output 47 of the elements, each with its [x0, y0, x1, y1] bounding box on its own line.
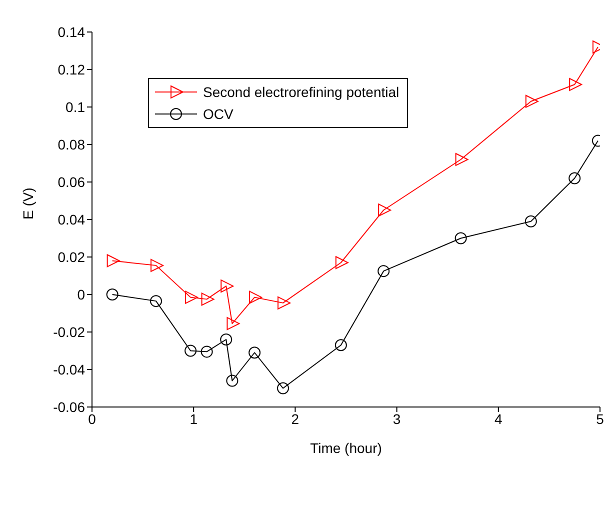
point: [455, 153, 468, 166]
point: [378, 265, 390, 278]
y-tick-label: -0.04: [53, 361, 86, 378]
y-tick-label: 0.14: [58, 24, 86, 40]
y-tick-label: 0.04: [58, 211, 86, 228]
point: [378, 204, 392, 217]
point: [220, 334, 232, 346]
point: [334, 339, 347, 352]
point: [524, 215, 537, 228]
y-axis-title: E (V): [20, 188, 36, 220]
x-tick-label: 0: [88, 410, 96, 427]
point: [249, 290, 262, 304]
y-tick-label: 0.02: [58, 248, 86, 265]
point: [150, 295, 162, 308]
y-tick-label: 0.06: [58, 174, 86, 190]
y-tick-label: 0: [77, 286, 86, 302]
y-tick-label: 0.1: [66, 98, 86, 115]
point: [185, 290, 198, 304]
x-tick-label: 5: [596, 410, 604, 427]
point: [184, 344, 197, 357]
point: [569, 78, 582, 91]
point: [568, 172, 581, 184]
x-axis-title: Time (hour): [310, 440, 382, 456]
y-tick-label: 0.08: [58, 136, 86, 152]
point: [150, 258, 164, 272]
x-tick-label: 1: [190, 410, 198, 427]
point: [200, 346, 213, 358]
legend-label: Second electrorefining potential: [203, 84, 400, 100]
legend-label: OCV: [203, 106, 234, 122]
y-tick-label: 0.12: [58, 61, 86, 78]
y-tick-label: -0.06: [53, 398, 86, 415]
point: [278, 296, 291, 310]
point: [226, 374, 238, 387]
point: [248, 346, 261, 359]
point: [201, 292, 214, 306]
point: [277, 382, 290, 394]
point: [220, 280, 234, 293]
point: [106, 254, 120, 268]
point: [525, 94, 538, 108]
point: [335, 256, 348, 270]
point: [106, 288, 118, 300]
point: [454, 232, 467, 244]
point: [226, 317, 240, 330]
x-tick-label: 3: [392, 410, 401, 427]
x-tick-label: 4: [494, 410, 502, 427]
x-tick-label: 2: [291, 410, 300, 427]
y-tick-label: -0.02: [53, 324, 86, 340]
